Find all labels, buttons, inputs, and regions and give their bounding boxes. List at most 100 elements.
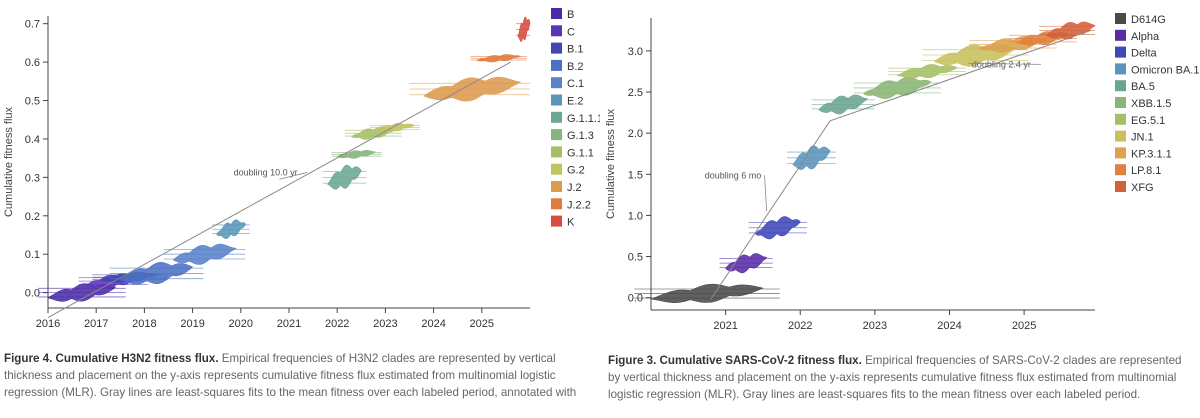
sarscov2-chart-panel: 2021 2022 2023 2024 2025 0.0 0.5 1.0 1.5 2.0 2.5 3.… [600,0,1200,418]
y-tick-label: 0.5 [628,252,643,264]
annotation-leader [968,62,1041,65]
clade-alpha [719,253,773,274]
clade-g-1-1-1 [322,164,367,190]
annotation-leader [764,175,768,212]
figure-3-caption: Figure 3. Cumulative SARS-CoV-2 fitness … [608,352,1193,403]
legend-label-xbb-1-5: XBB.1.5 [1131,98,1171,110]
legend-label-alpha: Alpha [1131,31,1160,43]
x-tick-label: 2025 [1012,320,1036,332]
legend-label-b: B [567,9,574,21]
legend-swatch-eg-5-1 [1115,113,1126,125]
legend-swatch-ba-5 [1115,80,1126,92]
clade-c-1 [163,243,246,265]
legend-label-delta: Delta [1131,48,1158,60]
y-tick-label: 0.0 [25,288,40,300]
clade-g-1-3 [331,150,382,159]
y-tick-label: 1.0 [628,210,643,222]
fit-line [710,120,831,300]
x-tick-label: 2018 [132,318,156,330]
x-tick-label: 2024 [937,320,961,332]
clade-g-2 [369,123,421,132]
legend-swatch-xfg [1115,181,1126,192]
y-axis-label: Cumulative fitness flux [605,108,617,219]
y-axis-label: Cumulative fitness flux [3,106,15,217]
annotation-leader [279,172,308,180]
legend-swatch-alpha [1115,29,1126,41]
legend-swatch-j-2-2 [551,198,562,210]
legend-swatch-k [551,215,562,227]
figure-3-caption-title: Figure 3. Cumulative SARS-CoV-2 fitness … [608,354,862,367]
y-tick-label: 2.0 [628,128,643,140]
x-tick-label: 2020 [229,318,253,330]
legend-label-g-1-3: G.1.3 [567,130,594,142]
legend-swatch-xbb-1-5 [1115,97,1126,108]
x-tick-label: 2022 [788,320,812,332]
legend-swatch-c [551,25,562,37]
legend-swatch-b-1 [551,42,562,54]
x-tick-label: 2021 [713,320,737,332]
fit-annotation: doubling 10.0 yr [234,167,298,177]
legend-swatch-e-2 [551,94,562,106]
figure-3-caption-body: Empirical frequencies of SARS-CoV-2 clad… [608,354,1182,401]
legend-label-b-1: B.1 [567,44,584,56]
clade-ba-5 [811,94,875,115]
y-tick-label: 0.5 [25,96,40,108]
legend-swatch-jn-1 [1115,130,1126,142]
clade-delta [748,216,807,240]
y-tick-label: 3.0 [628,46,643,58]
legend-label-e-2: E.2 [567,96,584,108]
x-tick-label: 2016 [36,318,60,330]
legend-label-g-2: G.2 [567,165,585,177]
legend-label-k: K [567,217,575,229]
x-tick-label: 2023 [863,320,887,332]
clade-eg-5-1 [888,64,966,79]
y-tick-label: 0.2 [25,211,40,223]
x-tick-label: 2019 [180,318,204,330]
clade-j-2-2 [470,54,527,63]
clade-b-2 [109,261,204,285]
y-tick-label: 0.1 [25,249,40,261]
legend-label-b-2: B.2 [567,61,584,73]
clade-d614g [634,283,780,304]
legend-label-jn-1: JN.1 [1131,132,1154,144]
clade-j-2 [409,76,530,102]
clade-k [516,16,531,42]
y-tick-label: 2.5 [628,87,643,99]
legend-label-omicron-ba-1: Omicron BA.1 [1131,64,1199,76]
y-tick-label: 0.6 [25,57,40,69]
y-tick-label: 1.5 [628,169,643,181]
clade-xfg [1039,21,1096,40]
fit-annotation: doubling 6 mo [705,170,762,180]
fit-annotation: doubling 2.4 yr [972,59,1031,69]
h3n2-chart-panel: 2016 2017 2018 2019 2020 2021 2022 2023 2024 2025… [3,8,603,401]
legend-swatch-g-1-1 [551,146,562,158]
clade-e-2 [212,219,250,240]
legend-label-c-1: C.1 [567,78,584,90]
x-tick-label: 2025 [470,318,494,330]
legend-swatch-g-1-3 [551,129,562,141]
fit-line [829,29,1092,122]
legend-label-ba-5: BA.5 [1131,81,1155,93]
legend-label-j-2-2: J.2.2 [567,199,591,211]
y-tick-label: 0.3 [25,172,40,184]
sarscov2-fitness-flux-chart: 2021 2022 2023 2024 2025 0.0 0.5 1.0 1.5 2.0 2.5 3.… [605,13,1199,332]
clade-b [37,283,126,302]
legend-swatch-g-1-1-1 [551,111,562,123]
legend-swatch-b-2 [551,59,562,71]
legend-label-j-2: J.2 [567,182,582,194]
x-tick-label: 2024 [421,318,445,330]
y-tick-label: 0.4 [25,134,40,146]
x-tick-label: 2021 [277,318,301,330]
legend-swatch-g-2 [551,163,562,175]
x-tick-label: 2023 [373,318,397,330]
figure-4-caption: Figure 4. Cumulative H3N2 fitness flux. … [4,350,589,401]
legend-label-g-1-1: G.1.1 [567,147,594,159]
figure-4-caption-title: Figure 4. Cumulative H3N2 fitness flux. [4,352,219,365]
legend-swatch-omicron-ba-1 [1115,63,1126,75]
legend-swatch-lp-8-1 [1115,164,1126,176]
legend-label-xfg: XFG [1131,182,1154,194]
clade-xbb-1-5 [853,76,941,100]
fit-line [47,61,511,319]
legend-label-eg-5-1: EG.5.1 [1131,115,1165,127]
legend-label-g-1-1-1: G.1.1.1 [567,113,600,125]
